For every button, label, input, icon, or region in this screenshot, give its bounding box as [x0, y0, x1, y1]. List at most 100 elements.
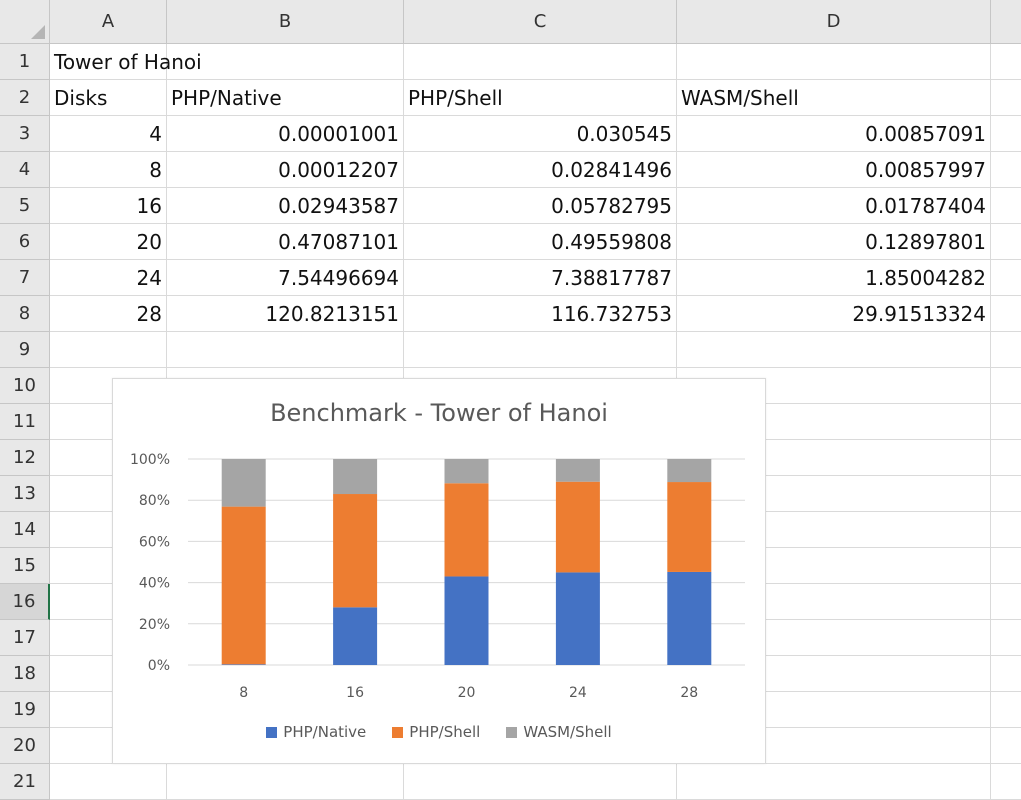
- row-header-8[interactable]: 8: [0, 296, 50, 332]
- bar-php-shell-8[interactable]: [221, 506, 266, 665]
- row-header-17[interactable]: 17: [0, 620, 50, 656]
- bar-wasm-shell-24[interactable]: [555, 459, 600, 482]
- cell-b5[interactable]: 0.02943587: [167, 188, 404, 224]
- grid-cell[interactable]: [50, 332, 167, 368]
- cell-c4[interactable]: 0.02841496: [404, 152, 677, 188]
- bar-php-shell-16[interactable]: [333, 494, 378, 608]
- row-header-11[interactable]: 11: [0, 404, 50, 440]
- grid-cell[interactable]: [677, 584, 991, 620]
- grid-cell[interactable]: [991, 44, 1021, 80]
- bar-php-native-28[interactable]: [667, 571, 712, 665]
- cell-a8[interactable]: 28: [50, 296, 167, 332]
- bar-php-native-8[interactable]: [221, 664, 266, 665]
- grid-cell[interactable]: [404, 44, 677, 80]
- bar-php-native-20[interactable]: [444, 576, 489, 665]
- row-header-4[interactable]: 4: [0, 152, 50, 188]
- grid-cell[interactable]: [991, 728, 1021, 764]
- cell-d5[interactable]: 0.01787404: [677, 188, 991, 224]
- bar-wasm-shell-20[interactable]: [444, 459, 489, 484]
- cell-d3[interactable]: 0.00857091: [677, 116, 991, 152]
- benchmark-chart[interactable]: Benchmark - Tower of Hanoi 0% 20% 40% 60% 80…: [112, 378, 766, 764]
- grid-cell[interactable]: [991, 584, 1021, 620]
- row-header-9[interactable]: 9: [0, 332, 50, 368]
- grid-cell[interactable]: [677, 440, 991, 476]
- cell-a3[interactable]: 4: [50, 116, 167, 152]
- grid-cell[interactable]: [991, 296, 1021, 332]
- row-header-5[interactable]: 5: [0, 188, 50, 224]
- grid-cell[interactable]: [991, 656, 1021, 692]
- row-header-3[interactable]: 3: [0, 116, 50, 152]
- row-header-18[interactable]: 18: [0, 656, 50, 692]
- bar-php-shell-20[interactable]: [444, 483, 489, 577]
- grid-cell[interactable]: [991, 620, 1021, 656]
- bar-php-shell-24[interactable]: [555, 481, 600, 573]
- grid-cell[interactable]: [991, 152, 1021, 188]
- grid-cell[interactable]: [991, 332, 1021, 368]
- cell-d4[interactable]: 0.00857997: [677, 152, 991, 188]
- row-header-2[interactable]: 2: [0, 80, 50, 116]
- row-header-15[interactable]: 15: [0, 548, 50, 584]
- cell-b3[interactable]: 0.00001001: [167, 116, 404, 152]
- grid-cell[interactable]: [677, 656, 991, 692]
- row-header-1[interactable]: 1: [0, 44, 50, 80]
- cell-d7[interactable]: 1.85004282: [677, 260, 991, 296]
- grid-cell[interactable]: [677, 332, 991, 368]
- grid-cell[interactable]: [404, 764, 677, 800]
- row-header-13[interactable]: 13: [0, 476, 50, 512]
- grid-cell[interactable]: [677, 620, 991, 656]
- cell-c3[interactable]: 0.030545: [404, 116, 677, 152]
- grid-cell[interactable]: [991, 692, 1021, 728]
- cell-a4[interactable]: 8: [50, 152, 167, 188]
- row-header-16[interactable]: 16: [0, 584, 50, 620]
- bar-wasm-shell-28[interactable]: [667, 459, 712, 483]
- cell-c7[interactable]: 7.38817787: [404, 260, 677, 296]
- row-header-20[interactable]: 20: [0, 728, 50, 764]
- grid-cell[interactable]: [167, 332, 404, 368]
- grid-cell[interactable]: [677, 44, 991, 80]
- grid-cell[interactable]: [991, 440, 1021, 476]
- cell-b6[interactable]: 0.47087101: [167, 224, 404, 260]
- bar-php-native-24[interactable]: [555, 572, 600, 665]
- grid-cell[interactable]: [991, 188, 1021, 224]
- cell-c8[interactable]: 116.732753: [404, 296, 677, 332]
- select-all-corner[interactable]: [0, 0, 50, 44]
- grid-cell[interactable]: [404, 332, 677, 368]
- row-header-14[interactable]: 14: [0, 512, 50, 548]
- cell-d2[interactable]: WASM/Shell: [677, 80, 991, 116]
- cell-a2[interactable]: Disks: [50, 80, 167, 116]
- bar-php-native-16[interactable]: [333, 607, 378, 665]
- grid-cell[interactable]: [991, 260, 1021, 296]
- cell-a1[interactable]: Tower of Hanoi: [50, 44, 404, 80]
- column-header-a[interactable]: A: [50, 0, 167, 44]
- grid-cell[interactable]: [677, 728, 991, 764]
- grid-cell[interactable]: [991, 548, 1021, 584]
- cell-b4[interactable]: 0.00012207: [167, 152, 404, 188]
- column-header-e[interactable]: [991, 0, 1021, 44]
- cell-d8[interactable]: 29.91513324: [677, 296, 991, 332]
- cell-c5[interactable]: 0.05782795: [404, 188, 677, 224]
- row-header-12[interactable]: 12: [0, 440, 50, 476]
- grid-cell[interactable]: [677, 512, 991, 548]
- cell-c2[interactable]: PHP/Shell: [404, 80, 677, 116]
- column-header-b[interactable]: B: [167, 0, 404, 44]
- column-header-c[interactable]: C: [404, 0, 677, 44]
- cell-a7[interactable]: 24: [50, 260, 167, 296]
- column-header-d[interactable]: D: [677, 0, 991, 44]
- bar-wasm-shell-8[interactable]: [221, 459, 266, 507]
- bar-wasm-shell-16[interactable]: [333, 459, 378, 495]
- cell-b7[interactable]: 7.54496694: [167, 260, 404, 296]
- cell-c6[interactable]: 0.49559808: [404, 224, 677, 260]
- cell-a5[interactable]: 16: [50, 188, 167, 224]
- grid-cell[interactable]: [991, 224, 1021, 260]
- grid-cell[interactable]: [167, 764, 404, 800]
- grid-cell[interactable]: [677, 692, 991, 728]
- grid-cell[interactable]: [991, 80, 1021, 116]
- row-header-10[interactable]: 10: [0, 368, 50, 404]
- row-header-21[interactable]: 21: [0, 764, 50, 800]
- grid-cell[interactable]: [677, 368, 991, 404]
- grid-cell[interactable]: [677, 764, 991, 800]
- grid-cell[interactable]: [677, 404, 991, 440]
- grid-cell[interactable]: [991, 764, 1021, 800]
- row-header-6[interactable]: 6: [0, 224, 50, 260]
- grid-cell[interactable]: [991, 476, 1021, 512]
